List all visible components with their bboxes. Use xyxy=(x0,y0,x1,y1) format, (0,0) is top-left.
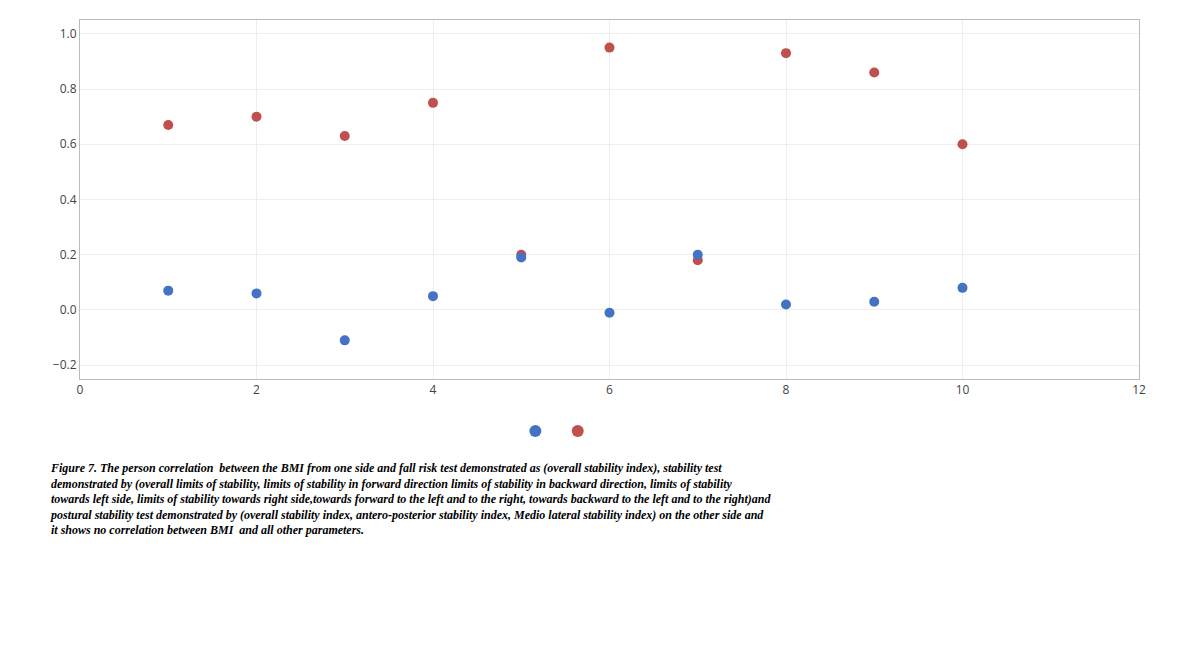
svg-text:2: 2 xyxy=(253,381,260,398)
svg-text:0.2: 0.2 xyxy=(60,246,77,263)
svg-text:1.0: 1.0 xyxy=(60,25,77,42)
svg-text:0.6: 0.6 xyxy=(60,135,77,152)
svg-text:0.0: 0.0 xyxy=(60,301,77,318)
svg-text:8: 8 xyxy=(783,381,790,398)
svg-text:0: 0 xyxy=(77,381,84,398)
svg-text:6: 6 xyxy=(606,381,613,398)
svg-text:0.8: 0.8 xyxy=(60,80,77,97)
svg-text:10: 10 xyxy=(956,381,970,398)
svg-text:Figure 7. The person correlati: Figure 7. The person correlation between… xyxy=(50,461,771,537)
svg-text:4: 4 xyxy=(430,381,437,398)
svg-text:−0.2: −0.2 xyxy=(53,356,77,373)
svg-text:12: 12 xyxy=(1132,381,1146,398)
svg-text:0.4: 0.4 xyxy=(60,191,77,208)
